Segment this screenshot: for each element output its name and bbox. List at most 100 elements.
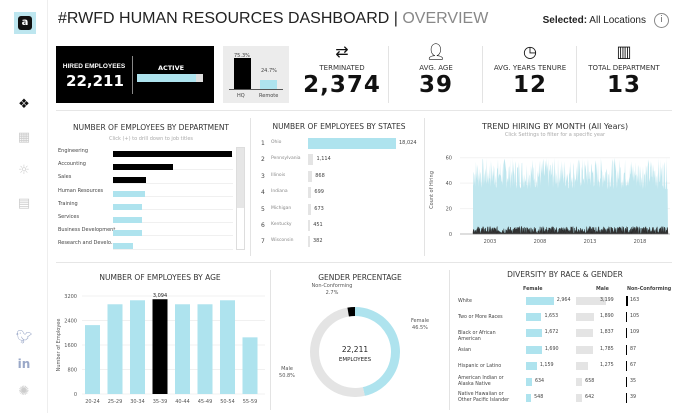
non-conforming-bar[interactable] [626,377,627,387]
x-tick: 2008 [534,239,547,245]
state-bar[interactable] [308,220,311,231]
department-label[interactable]: Accounting [58,161,86,168]
state-bar[interactable] [308,170,313,182]
male-bar[interactable] [576,345,593,354]
female-bar[interactable] [526,297,554,305]
department-label[interactable]: Training [58,200,78,207]
x-tick: 45-49 [198,399,213,405]
page-title: #RWFD HUMAN RESOURCES DASHBOARD | OVERVI… [58,10,489,27]
department-label[interactable]: Human Resources [58,187,104,194]
non-conforming-bar[interactable] [626,344,627,355]
person-icon: 👤︎ [425,42,447,61]
state-rank: 5 [261,205,265,213]
department-bar[interactable] [113,177,146,184]
non-conforming-bar[interactable] [626,393,627,404]
male-bar[interactable] [576,297,606,305]
y-tick: 2400 [64,319,77,325]
state-name: Pennsylvania [271,156,301,162]
donut-center-label: EMPLOYEES [339,357,372,363]
y-tick: 1600 [64,343,77,349]
document-icon[interactable]: ▤ [17,196,31,211]
trend-hiring-area [473,157,668,234]
non-conforming-bar[interactable] [626,360,627,371]
female-bar[interactable] [526,378,532,386]
male-bar[interactable] [576,361,588,370]
x-tick: 20-24 [85,399,100,405]
race-label: Asian [458,347,472,353]
department-bar[interactable] [113,217,143,223]
info-icon[interactable]: i [654,13,669,28]
overview-icon[interactable]: ❖ [18,97,30,112]
x-tick: 2013 [584,239,597,245]
y-tick: 60 [446,156,452,162]
department-bar[interactable] [113,190,145,197]
location-card: 75.3% 24.7% HQ Remote [223,46,289,103]
non-conforming-bar[interactable] [626,312,627,323]
female-bar[interactable] [526,345,542,354]
race-label: Black or African American [458,331,496,343]
state-bar[interactable] [308,203,312,215]
state-bar[interactable] [308,187,312,199]
settings-icon[interactable]: ☼ [18,163,30,178]
age-bar [85,325,100,394]
twitter-icon[interactable]: 🐦︎ [15,330,33,345]
state-name: Indiana [271,189,288,195]
state-rank: 3 [261,172,265,180]
location-filter[interactable]: Selected: All Locations [542,15,646,26]
non-conforming-bar[interactable] [626,296,628,306]
gender-slice-female [355,307,400,396]
kpi-avg-years-tenure: ◷ AVG. YEARS TENURE 12 [486,42,574,98]
state-rank: 1 [261,140,265,147]
department-label[interactable]: Business Development [58,227,116,234]
age-chart[interactable]: 0 800 1600 2400 3200 Number of Employee 20-24 2… [50,280,270,413]
active-label: ACTIVE [157,64,185,72]
tableau-icon[interactable]: ✺ [18,384,30,399]
linkedin-icon[interactable]: in [17,357,31,371]
hq-bar[interactable] [234,58,251,90]
remote-bar[interactable] [260,79,277,90]
female-bar[interactable] [526,361,537,370]
non-conforming-bar[interactable] [626,328,627,339]
male-bar[interactable] [576,329,594,338]
male-bar[interactable] [576,378,583,386]
x-tick: 30-34 [130,399,145,405]
department-bar[interactable] [113,243,133,250]
department-label[interactable]: Research and Develo.. [58,240,115,247]
slice-pct: 46.5% [412,325,428,331]
logo[interactable]: a [14,12,36,34]
state-value: 451 [313,222,323,228]
state-value: 673 [314,205,324,212]
trend-chart[interactable]: 0 20 40 60 2003 2008 2013 2018 Count of Hiring [425,140,680,255]
state-name: Wisconsin [271,238,294,244]
department-scrollbar[interactable] [236,147,245,250]
state-bar[interactable] [308,154,314,166]
transfer-icon: ⇄ [335,42,349,61]
column-header: Female [523,287,543,292]
x-tick: 25-29 [108,399,123,405]
table-icon[interactable]: ▦ [17,130,31,145]
age-bar [220,300,235,394]
male-bar[interactable] [576,313,594,322]
female-bar[interactable] [526,329,542,338]
y-axis-label: Number of Employee [56,319,62,372]
department-bar[interactable] [113,230,143,237]
female-bar[interactable] [526,313,542,322]
department-bar[interactable] [113,203,143,210]
department-bar[interactable] [113,164,173,171]
female-bar[interactable] [526,394,532,403]
department-label[interactable]: Sales [58,174,72,181]
department-bar[interactable] [113,151,232,157]
y-tick: 0 [449,232,452,238]
department-label[interactable]: Services [58,214,80,220]
male-bar[interactable] [576,394,583,403]
state-name: Illinois [271,172,286,178]
sidebar: a ❖ ▦ ☼ ▤ 🐦︎ in ✺ [0,0,48,413]
column-header: Male [596,287,609,292]
state-bar[interactable] [308,138,396,149]
y-tick: 0 [74,392,77,398]
y-tick: 800 [67,368,77,374]
department-label[interactable]: Engineering [58,148,88,154]
x-tick: 50-54 [220,399,235,405]
state-bar[interactable] [308,236,310,248]
